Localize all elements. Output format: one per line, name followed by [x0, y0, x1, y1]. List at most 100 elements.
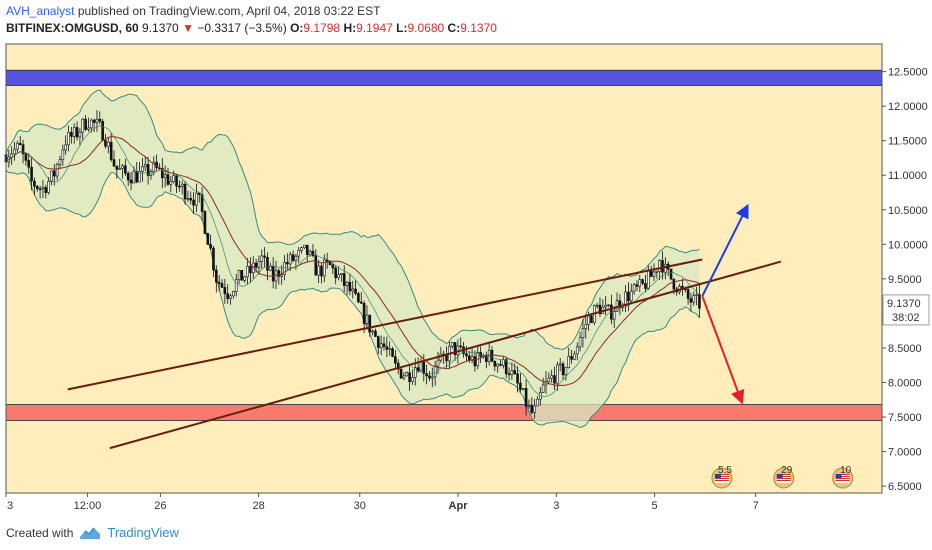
candle[interactable] — [286, 253, 289, 270]
event-marker[interactable]: 5.5 — [711, 465, 733, 489]
candle[interactable] — [607, 304, 610, 308]
candle[interactable] — [337, 266, 340, 281]
candle[interactable] — [365, 305, 369, 327]
candle[interactable] — [101, 118, 104, 142]
candle[interactable] — [524, 379, 528, 416]
candle[interactable] — [124, 158, 127, 177]
candle[interactable] — [229, 293, 232, 305]
candle[interactable] — [203, 210, 207, 235]
candle[interactable] — [325, 252, 329, 269]
candle[interactable] — [215, 265, 218, 293]
candle[interactable] — [377, 335, 380, 355]
candle[interactable] — [521, 387, 525, 391]
candle[interactable] — [550, 369, 553, 383]
candle[interactable] — [212, 246, 215, 278]
candle[interactable] — [266, 252, 269, 281]
candle[interactable] — [561, 361, 565, 380]
candle[interactable] — [297, 246, 301, 264]
candle[interactable] — [641, 278, 644, 286]
candle[interactable] — [129, 172, 133, 191]
candle[interactable] — [598, 297, 602, 317]
candle[interactable] — [689, 292, 693, 312]
candle[interactable] — [163, 165, 167, 188]
candle[interactable] — [303, 244, 306, 250]
candle[interactable] — [24, 152, 28, 166]
candle[interactable] — [67, 125, 70, 152]
resistance-zone[interactable] — [5, 69, 883, 86]
candle[interactable] — [553, 366, 556, 390]
candle[interactable] — [61, 144, 65, 166]
candle[interactable] — [368, 314, 372, 337]
candle[interactable] — [556, 361, 559, 391]
candle[interactable] — [661, 250, 664, 280]
candle[interactable] — [192, 192, 195, 214]
candle[interactable] — [450, 342, 454, 349]
candle[interactable] — [33, 177, 36, 195]
candle[interactable] — [27, 153, 31, 174]
candle[interactable] — [354, 280, 357, 296]
candle[interactable] — [510, 362, 514, 380]
candle[interactable] — [104, 133, 107, 149]
candle[interactable] — [604, 295, 607, 316]
projection-arrow-up[interactable] — [701, 203, 749, 297]
candle[interactable] — [493, 360, 497, 372]
candle[interactable] — [64, 135, 67, 155]
candle[interactable] — [141, 157, 144, 182]
candle[interactable] — [126, 171, 130, 186]
candle[interactable] — [584, 315, 588, 339]
candle[interactable] — [399, 368, 403, 379]
candle[interactable] — [317, 259, 320, 283]
candle[interactable] — [470, 348, 474, 364]
candle[interactable] — [612, 306, 616, 328]
candle[interactable] — [629, 283, 633, 303]
candle[interactable] — [70, 126, 73, 144]
candle[interactable] — [55, 162, 59, 181]
candle[interactable] — [558, 357, 562, 372]
candle[interactable] — [277, 268, 281, 285]
candle[interactable] — [146, 156, 150, 185]
candle[interactable] — [300, 246, 303, 254]
projection-arrow-down[interactable] — [701, 295, 745, 405]
candle[interactable] — [178, 180, 181, 192]
candle[interactable] — [30, 157, 33, 191]
candle[interactable] — [379, 335, 383, 356]
candle[interactable] — [138, 162, 141, 183]
candle[interactable] — [169, 175, 173, 193]
candle[interactable] — [570, 349, 573, 364]
candle[interactable] — [217, 275, 221, 292]
candle[interactable] — [345, 281, 349, 296]
candle[interactable] — [121, 163, 124, 179]
candle[interactable] — [87, 117, 90, 132]
candle[interactable] — [394, 349, 397, 368]
candle[interactable] — [263, 247, 266, 268]
candle[interactable] — [575, 342, 579, 361]
candle[interactable] — [257, 255, 261, 275]
candle[interactable] — [75, 121, 79, 141]
candle[interactable] — [243, 275, 247, 283]
tradingview-link[interactable]: TradingView — [107, 525, 179, 540]
candle[interactable] — [16, 140, 19, 153]
candle[interactable] — [391, 346, 394, 358]
candle[interactable] — [237, 269, 241, 285]
candle[interactable] — [155, 154, 158, 172]
candle[interactable] — [334, 265, 337, 285]
candle[interactable] — [655, 270, 659, 279]
candle[interactable] — [652, 263, 656, 282]
candle[interactable] — [692, 291, 696, 306]
candle[interactable] — [109, 133, 113, 163]
candle[interactable] — [200, 187, 204, 221]
candle[interactable] — [632, 283, 636, 295]
candle[interactable] — [408, 364, 411, 391]
candle[interactable] — [50, 170, 53, 186]
candle[interactable] — [382, 336, 386, 351]
candle[interactable] — [47, 176, 50, 195]
candle[interactable] — [519, 373, 522, 393]
candle[interactable] — [98, 111, 102, 125]
candle[interactable] — [112, 150, 116, 168]
candle[interactable] — [118, 159, 121, 170]
candle[interactable] — [530, 397, 534, 415]
candle[interactable] — [223, 278, 227, 304]
candle[interactable] — [78, 128, 82, 146]
candle[interactable] — [567, 347, 571, 369]
candle[interactable] — [593, 304, 596, 326]
